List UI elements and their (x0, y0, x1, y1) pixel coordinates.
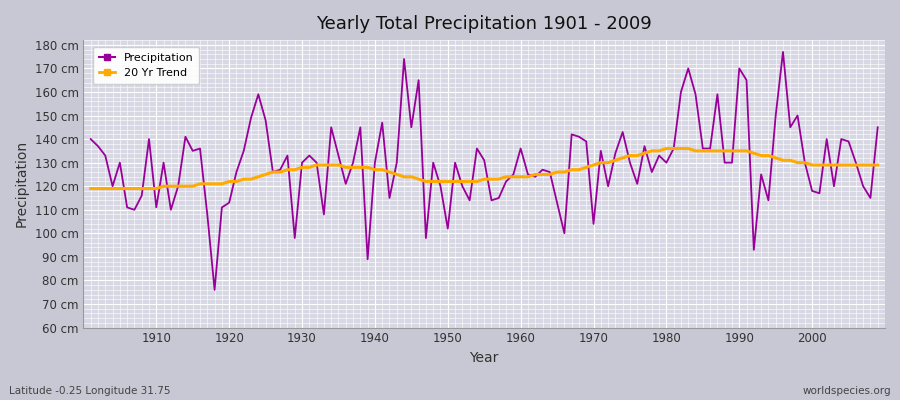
Y-axis label: Precipitation: Precipitation (15, 140, 29, 228)
Text: Latitude -0.25 Longitude 31.75: Latitude -0.25 Longitude 31.75 (9, 386, 170, 396)
Text: worldspecies.org: worldspecies.org (803, 386, 891, 396)
Legend: Precipitation, 20 Yr Trend: Precipitation, 20 Yr Trend (93, 47, 200, 84)
X-axis label: Year: Year (470, 351, 499, 365)
Title: Yearly Total Precipitation 1901 - 2009: Yearly Total Precipitation 1901 - 2009 (316, 15, 652, 33)
